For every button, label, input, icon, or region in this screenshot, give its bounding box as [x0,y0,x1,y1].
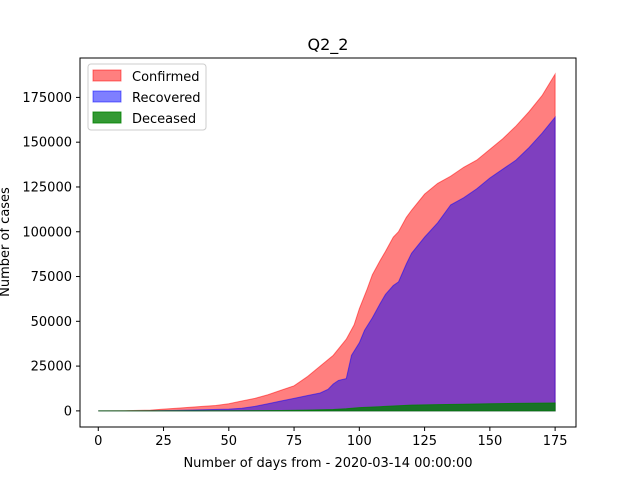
y-axis-ticks: 0 25000 50000 75000 100000 125000 150000 175000 [22,91,80,419]
x-tick-label: 125 [412,434,437,449]
legend-label-confirmed: Confirmed [132,70,200,85]
legend-label-recovered: Recovered [132,91,201,106]
x-tick-label: 100 [347,434,372,449]
legend-swatch-deceased [92,111,122,124]
legend: Confirmed Recovered Deceased [87,63,207,131]
y-tick-label: 125000 [22,180,72,195]
y-tick-label: 100000 [22,225,72,240]
y-tick-label: 150000 [22,136,72,151]
x-axis-ticks: 0 25 50 75 100 125 150 175 [94,427,568,449]
area-recovered [98,115,556,412]
y-tick-label: 25000 [31,360,72,375]
x-tick-label: 25 [155,434,172,449]
legend-label-deceased: Deceased [132,112,196,127]
series-areas [98,72,556,412]
axes-frame [79,57,577,428]
legend-swatch-confirmed [92,69,122,82]
area-deceased [98,402,556,412]
x-tick-label: 50 [221,434,238,449]
x-tick-label: 150 [477,434,502,449]
y-tick-label: 75000 [31,270,72,285]
legend-swatch-recovered [92,90,122,103]
x-tick-label: 75 [286,434,303,449]
chart-title: Q2_2 [308,35,349,55]
y-tick-label: 50000 [31,315,72,330]
legend-items: Confirmed Recovered Deceased [92,69,201,127]
x-tick-label: 175 [543,434,568,449]
y-axis-label: Number of cases [0,187,13,297]
y-tick-label: 175000 [22,91,72,106]
y-tick-label: 0 [64,404,72,419]
x-tick-label: 0 [94,434,102,449]
x-axis-label: Number of days from - 2020-03-14 00:00:0… [183,456,472,471]
